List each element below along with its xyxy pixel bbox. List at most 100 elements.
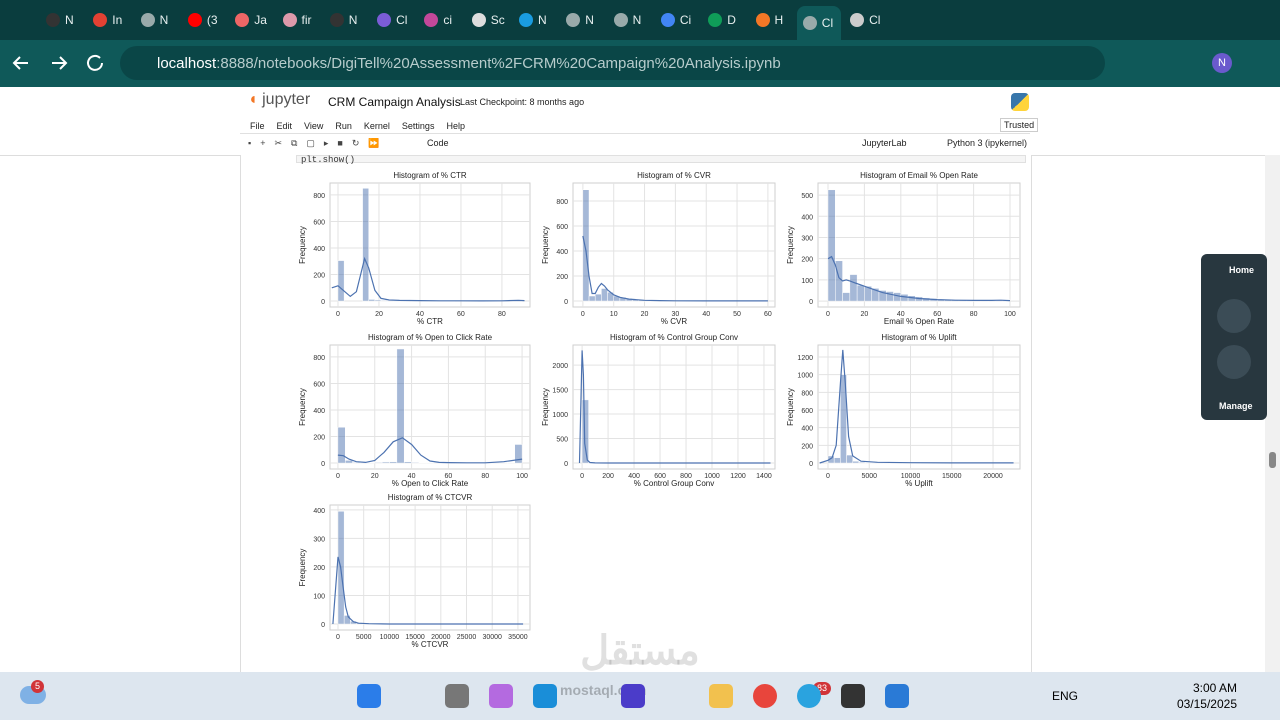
y-tick-label: 400 [556,249,568,256]
manage-label[interactable]: Manage [1219,401,1253,411]
x-tick-label: 40 [702,311,710,318]
scrollbar[interactable] [1265,155,1280,672]
kde-line [332,556,524,625]
histogram-bar [833,457,841,464]
tab[interactable]: In [87,6,131,34]
histogram-bar [374,462,383,464]
x-tick-label: 30000 [482,634,502,641]
histogram-bar [601,288,608,302]
tab[interactable]: Sc [466,6,510,34]
cell-type[interactable]: Code [427,138,449,148]
histogram-bar [389,461,398,464]
x-tick-label: 5000 [356,634,372,641]
url-path: :8888/notebooks/DigiTell%20Assessment%2F… [216,54,781,72]
tab-strip: N In N (3 Ja fir N Cl ci Sc N N N Ci D H Cl Cl [0,0,1280,40]
menu-item[interactable]: Help [446,121,465,131]
terminal[interactable] [841,684,865,708]
telegram[interactable] [797,684,821,708]
jupyter-logo[interactable]: ◖ jupyter [248,91,311,108]
histogram-bar [885,291,894,302]
y-tick-label: 600 [801,408,813,415]
code-cell[interactable]: plt.show() [296,155,1026,165]
tab[interactable]: Cl [371,6,415,34]
tab[interactable]: N [513,6,557,34]
tab[interactable]: H [750,6,794,34]
x-tick-label: 80 [970,311,978,318]
x-tick-label: 20 [375,311,383,318]
x-tick-label: 60 [457,311,465,318]
tab[interactable]: fir [277,6,321,34]
menu-item[interactable]: View [304,121,324,131]
histogram-bar [403,461,412,464]
tab[interactable]: Ja [229,6,273,34]
tab[interactable]: Cl [844,6,888,34]
tab[interactable]: N [324,6,368,34]
toolbar-icons[interactable]: ▪+✂⧉▢▸■↻⏩ [248,138,389,148]
notebook-title[interactable]: CRM Campaign Analysis [328,95,461,109]
menu-item[interactable]: File [250,121,265,131]
tab[interactable]: N [135,6,179,34]
tab[interactable]: Ci [655,6,699,34]
x-tick-label: 0 [826,473,830,480]
tab[interactable]: N [608,6,652,34]
y-tick-label: 600 [313,381,325,388]
plot-frame [329,344,531,470]
plot-frame [572,182,776,308]
y-tick-label: 0 [321,461,325,468]
tab[interactable]: N [560,6,604,34]
tab-label: fir [301,13,312,27]
menu-item[interactable]: Run [335,121,352,131]
notepad[interactable] [885,684,909,708]
nav-buttons[interactable] [0,40,120,87]
tab-label: N [538,13,547,27]
x-tick-label: 100 [516,473,528,480]
tab[interactable]: D [702,6,746,34]
edge[interactable] [533,684,557,708]
chrome[interactable] [753,684,777,708]
address-bar[interactable]: localhost:8888/notebooks/DigiTell%20Asse… [120,46,1105,80]
tab[interactable]: Cl [796,6,841,40]
tab[interactable]: ci [418,6,462,34]
histogram-bar [337,260,345,302]
profile-avatar[interactable]: N [1212,53,1232,73]
trusted[interactable]: Trusted [1000,118,1039,132]
plot-frame [572,344,776,470]
tab[interactable]: N [40,6,84,34]
tab-label: Cl [821,16,834,30]
tab[interactable]: (3 [182,6,226,34]
y-tick-label: 100 [801,278,813,285]
clock-time[interactable]: 3:00 AM [1192,681,1237,695]
y-tick-label: 800 [313,193,325,200]
chart-title: Histogram of % Uplift [881,333,957,342]
language[interactable]: ENG [1052,689,1079,703]
clock-date[interactable]: 03/15/2025 [1176,697,1237,711]
lab-link[interactable]: JupyterLab [862,138,907,148]
x-tick-label: 15000 [942,473,962,480]
y-tick-label: 200 [313,565,325,572]
x-axis-label: Email % Open Rate [884,317,955,326]
explorer[interactable] [709,684,733,708]
x-tick-label: 1200 [730,473,746,480]
y-tick-label: 0 [564,299,568,306]
x-tick-label: 20 [641,311,649,318]
histogram-bar [849,274,858,302]
home-label[interactable]: Home [1229,265,1255,275]
histogram-bar [840,374,847,464]
y-tick-label: 300 [801,235,813,242]
tab-label: Ja [254,13,267,27]
x-tick-label: 0 [580,473,584,480]
app-icon[interactable] [621,684,645,708]
chart-title: Histogram of % CTCVR [388,493,473,502]
menu-item[interactable]: Kernel [363,121,390,131]
y-tick-label: 400 [313,408,325,415]
start-button[interactable] [357,684,381,708]
kernel-name: Python 3 (ipykernel) [947,138,1028,148]
menu-item[interactable]: Settings [401,121,435,131]
task-view[interactable] [445,684,469,708]
menu-item[interactable]: Edit [276,121,293,131]
x-tick-label: 30 [671,311,679,318]
copilot[interactable] [489,684,513,708]
x-tick-label: 0 [336,473,340,480]
y-axis-label: Frequency [786,226,795,264]
tab-label: N [348,13,358,27]
